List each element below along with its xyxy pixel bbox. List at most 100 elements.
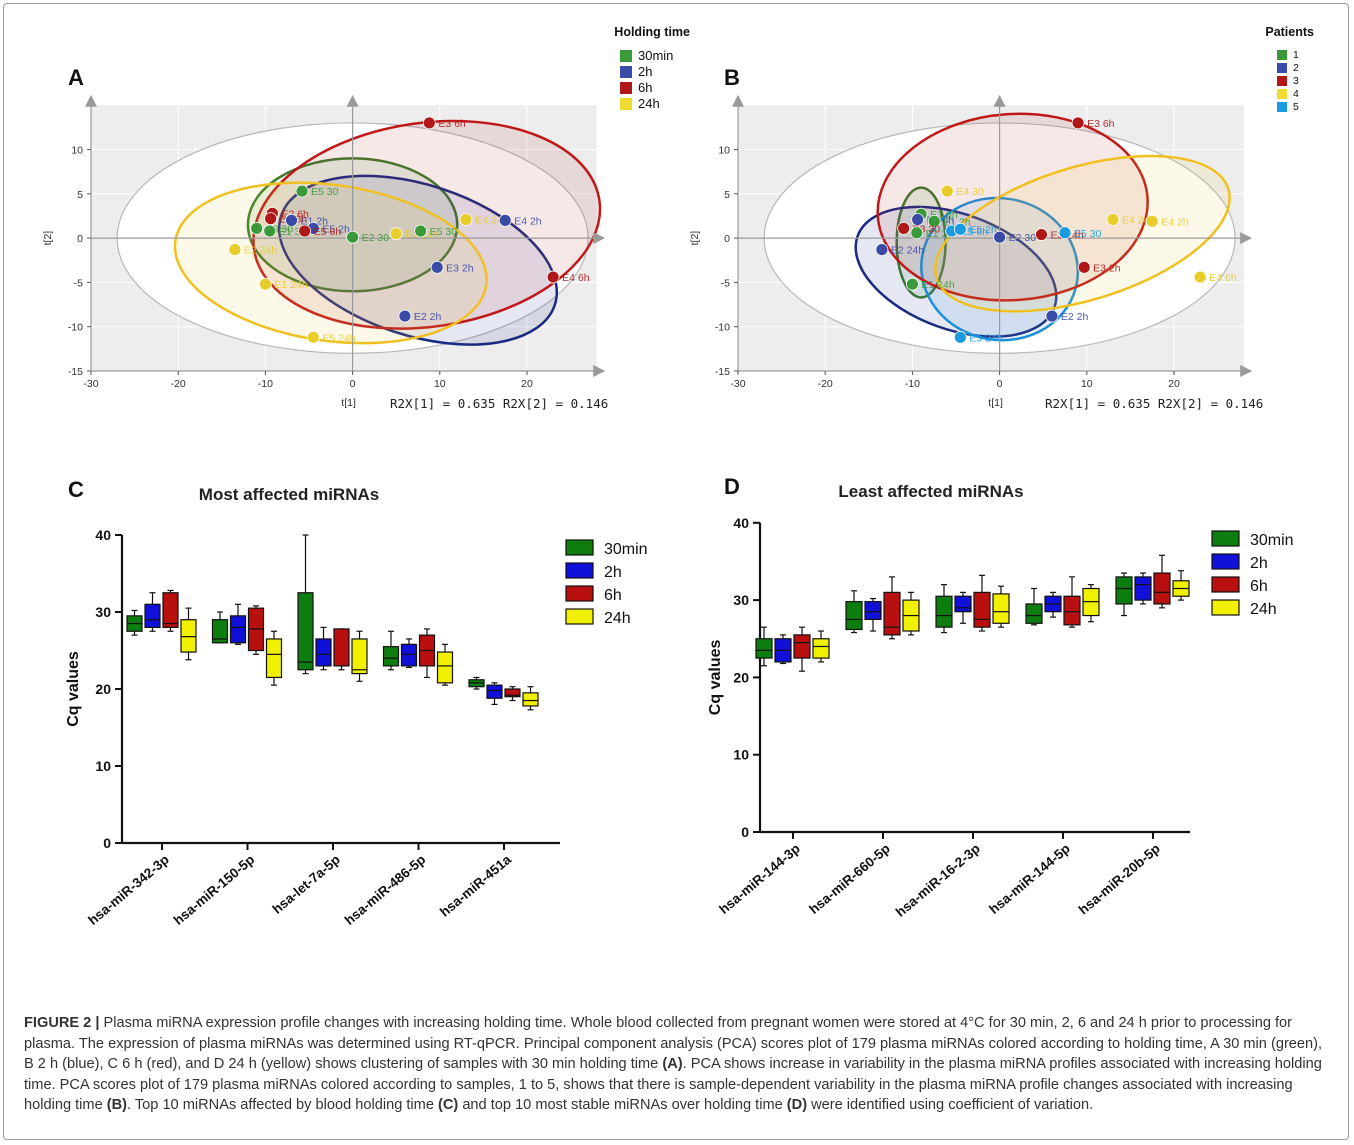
point-label: E4 2h [1161,216,1189,228]
caption-text-5: were identified using coefficient of var… [807,1097,1094,1114]
legend-label: 2h [638,64,652,79]
legend-label: 3 [1293,75,1299,87]
x-tick-label: hsa-miR-20b-5p [1076,841,1163,918]
point-label: E2 30 [1009,232,1037,244]
chart-title: Most affected miRNAs [199,485,379,504]
legend-label: 6h [638,80,652,95]
y-axis-label: t[2] [42,231,54,246]
legend-swatch [620,98,632,110]
score-point [1045,309,1059,323]
legend-label: 24h [638,96,660,111]
point-label: E3 6h [438,118,466,130]
caption-ref-c: (C) [438,1097,459,1114]
point-label: E5 2h [969,224,997,236]
score-point [295,184,309,198]
x-tick-label: 10 [434,378,446,390]
legend-swatch [1211,530,1240,547]
point-label: E2 24h [891,245,924,257]
caption-text-4: and top 10 most stable miRNAs over holdi… [458,1097,787,1114]
box [211,619,229,644]
legend-label: 2h [604,564,622,581]
point-label: E3 2h [446,262,474,274]
box [400,643,418,667]
y-tick-label: -5 [74,277,83,289]
box [973,591,991,628]
legend-swatch [1211,553,1240,570]
group-ellipse [933,154,1231,313]
x-tick-label: hsa-miR-342-3p [85,852,172,928]
point-label: E1 24h [274,279,307,291]
box [436,651,454,684]
score-point [430,260,444,274]
score-point [906,277,919,291]
legend-swatch [1277,102,1287,112]
figure-canvas: -30 -20 -10 0 10 201050-5-10-15t[1]t[2]R2X[1]… [42,25,1314,928]
point-label: E4 6h [562,272,590,284]
point-label: E5 6h [961,226,989,238]
caption-ref-a: (A) [662,1056,683,1073]
score-point [953,330,967,344]
score-point [498,213,512,227]
point-label: E3 2h [1093,262,1121,274]
caption-text-1: Plasma miRNA expression profile changes … [24,1015,1323,1073]
y-axis-label: t[2] [689,231,701,246]
group-ellipse [252,119,602,330]
box [935,595,953,628]
box [315,638,332,667]
score-point [422,116,436,130]
box [954,595,972,613]
x-tick-label: hsa-miR-660-5p [806,841,893,917]
score-point [940,184,954,198]
legend-label: 30min [638,48,673,63]
y-tick-label: 0 [724,233,730,245]
x-tick-label: -30 [730,378,745,390]
score-point [953,222,967,236]
legend-swatch [620,50,632,62]
score-point [298,224,312,238]
y-tick-label: 30 [95,604,111,620]
variance-footer: R2X[1] = 0.635 R2X[2] = 0.146 [390,396,608,411]
legend-swatch [1277,89,1287,99]
legend-label: 5 [1293,101,1299,113]
legend-label: 30min [604,541,648,558]
y-tick-label: 5 [724,189,730,201]
legend-swatch [1211,576,1240,593]
y-tick-label: -5 [721,277,730,289]
legend-swatch [1277,63,1287,73]
x-tick-label: 0 [997,378,1003,390]
y-tick-label: -15 [68,366,83,378]
box [504,688,521,698]
y-tick-label: 40 [95,527,111,543]
y-tick-label: 0 [741,824,749,840]
chart-title: Least affected miRNAs [838,482,1023,501]
caption-lead: FIGURE 2 | [24,1015,100,1031]
figure-frame [3,3,1349,1140]
point-label: E5 30 [311,186,339,198]
group-ellipse [173,181,488,345]
box [297,592,314,671]
point-label: E2 2h [414,311,442,323]
panel-letter: D [724,474,740,499]
y-tick-label: 0 [77,233,83,245]
legend-title: Holding time [614,25,690,39]
score-point [264,212,278,226]
point-label: E2 24h [244,245,277,257]
figure-caption: FIGURE 2 | Plasma miRNA expression profi… [24,1013,1330,1116]
y-tick-label: 5 [77,189,83,201]
x-tick-label: 0 [350,378,356,390]
point-label: E5 2h [322,223,350,235]
point-label: E5 24h [322,332,355,344]
legend-swatch [1211,599,1240,616]
y-tick-label: 0 [103,835,111,851]
x-tick-label: 10 [1081,378,1093,390]
y-tick-label: 10 [733,747,749,763]
box [812,638,830,659]
legend-swatch [620,82,632,94]
x-tick-label: hsa-miR-16-2-3p [893,841,983,920]
y-axis-label: Cq values [65,651,82,727]
box [864,601,882,621]
y-tick-label: -15 [715,366,730,378]
legend-label: 30min [1250,532,1294,549]
y-tick-label: 20 [733,669,749,685]
score-point [875,243,889,257]
